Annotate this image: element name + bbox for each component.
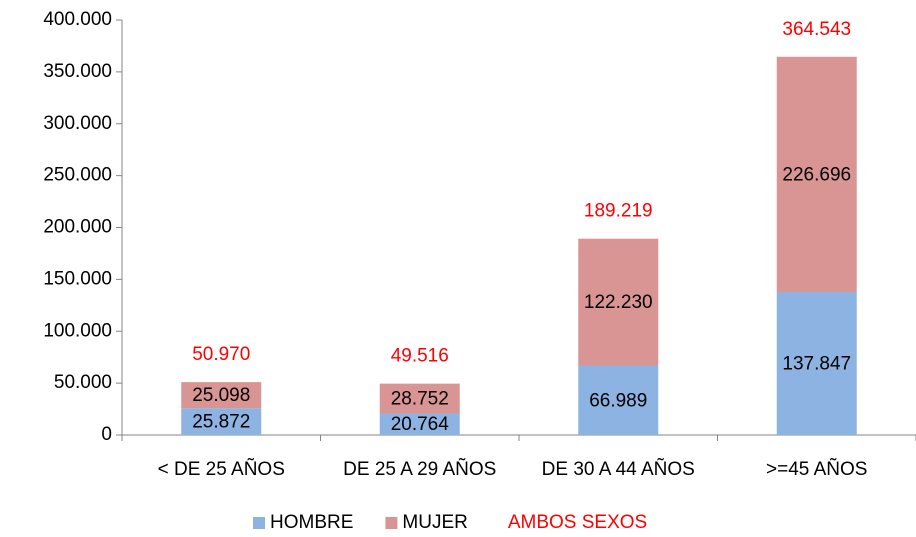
x-tick-label: DE 30 A 44 AÑOS bbox=[542, 458, 695, 480]
legend-label: HOMBRE bbox=[270, 512, 353, 533]
y-tick-label: 200.000 bbox=[43, 217, 112, 238]
bar-segment bbox=[379, 413, 460, 435]
bar-segment bbox=[578, 365, 659, 435]
y-tick-label: 400.000 bbox=[43, 9, 112, 30]
total-label: 189.219 bbox=[584, 201, 653, 222]
bar-segment bbox=[181, 382, 262, 409]
bar-segment bbox=[578, 238, 659, 366]
value-label: 25.098 bbox=[192, 385, 250, 406]
value-label: 20.764 bbox=[391, 414, 450, 435]
legend-swatch bbox=[253, 517, 265, 529]
y-tick-label: 350.000 bbox=[43, 61, 112, 82]
total-label: 364.543 bbox=[782, 19, 851, 40]
y-tick-label: 150.000 bbox=[43, 268, 112, 289]
y-tick-label: 250.000 bbox=[43, 165, 112, 186]
total-label: 49.516 bbox=[391, 346, 449, 367]
value-label: 25.872 bbox=[192, 412, 250, 433]
x-tick-label: >=45 AÑOS bbox=[766, 458, 867, 480]
value-label: 28.752 bbox=[391, 389, 449, 410]
x-tick-label: DE 25 A 29 AÑOS bbox=[343, 458, 496, 480]
legend-label: MUJER bbox=[402, 512, 467, 533]
y-tick-label: 300.000 bbox=[43, 113, 112, 134]
y-tick-label: 50.000 bbox=[54, 372, 112, 393]
y-tick-label: 0 bbox=[101, 424, 112, 445]
value-label: 122.230 bbox=[584, 292, 653, 313]
bar-segment bbox=[181, 408, 262, 435]
value-label: 137.847 bbox=[782, 354, 851, 375]
legend-swatch bbox=[385, 517, 398, 529]
total-label: 50.970 bbox=[192, 344, 250, 365]
bar-segment bbox=[776, 291, 857, 435]
value-label: 66.989 bbox=[589, 390, 647, 411]
x-tick-label: < DE 25 AÑOS bbox=[158, 458, 285, 480]
bar-segment bbox=[776, 56, 857, 292]
bar-segment bbox=[379, 383, 460, 414]
y-tick-label: 100.000 bbox=[43, 320, 112, 341]
value-label: 226.696 bbox=[782, 164, 851, 185]
legend-label: AMBOS SEXOS bbox=[508, 512, 647, 533]
